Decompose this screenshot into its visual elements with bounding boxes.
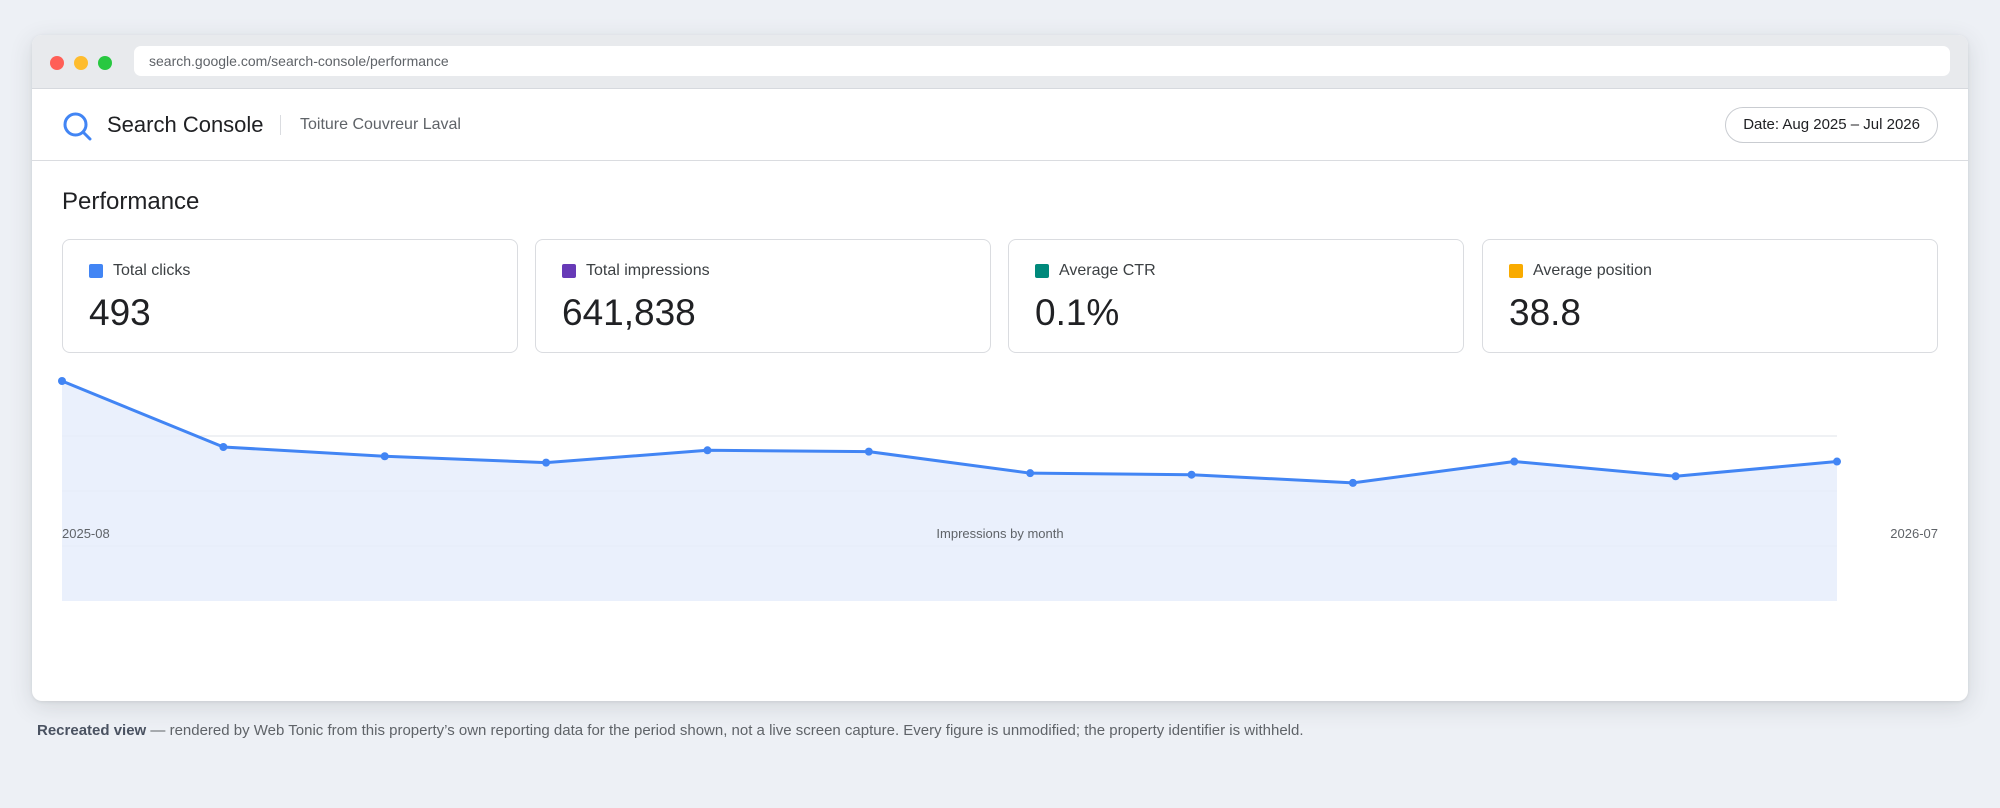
metric-label: Total clicks bbox=[113, 262, 191, 279]
metric-label: Average position bbox=[1533, 262, 1652, 279]
browser-window: search.google.com/search-console/perform… bbox=[32, 35, 1968, 701]
address-bar[interactable]: search.google.com/search-console/perform… bbox=[134, 46, 1950, 76]
app-name: Search Console bbox=[107, 112, 264, 137]
metric-value: 0.1% bbox=[1035, 292, 1120, 333]
app-header: Search Console Toiture Couvreur Laval Da… bbox=[32, 89, 1968, 161]
impressions-line bbox=[61, 379, 1838, 485]
data-point-2026-06[interactable] bbox=[1671, 472, 1680, 481]
metric-value: 38.8 bbox=[1509, 292, 1582, 333]
metric-card-average-position[interactable]: Average position 38.8 bbox=[1482, 239, 1938, 353]
maximize-window-button[interactable] bbox=[98, 56, 112, 70]
metric-color-swatch bbox=[1509, 264, 1523, 278]
metric-card-average-ctr[interactable]: Average CTR 0.1% bbox=[1008, 239, 1464, 353]
metric-color-swatch bbox=[89, 264, 103, 278]
x-axis-end-label: 2026-07 bbox=[1890, 526, 1938, 541]
metric-card-total-impressions[interactable]: Total impressions 641,838 bbox=[535, 239, 991, 353]
data-point-2026-07[interactable] bbox=[1833, 457, 1841, 466]
chart-title: Impressions by month bbox=[936, 526, 1064, 541]
close-window-button[interactable] bbox=[50, 56, 64, 70]
metric-color-swatch bbox=[1035, 264, 1049, 278]
browser-titlebar: search.google.com/search-console/perform… bbox=[32, 35, 1968, 89]
footnote: Recreated view — rendered by Web Tonic f… bbox=[37, 720, 1304, 742]
search-console-logo-icon bbox=[63, 112, 92, 141]
data-point-2026-02[interactable] bbox=[1026, 469, 1035, 478]
metric-color-swatch bbox=[562, 264, 576, 278]
footnote-bold: Recreated view bbox=[37, 722, 147, 739]
data-point-2025-10[interactable] bbox=[380, 452, 389, 461]
data-point-2026-04[interactable] bbox=[1348, 478, 1357, 487]
property-name[interactable]: Toiture Couvreur Laval bbox=[300, 116, 461, 133]
metric-label: Total impressions bbox=[586, 262, 710, 279]
data-point-2025-08[interactable] bbox=[58, 377, 66, 385]
metric-cards: Total clicks 493 Total impressions 641,8… bbox=[62, 239, 1938, 355]
data-point-2025-11[interactable] bbox=[542, 458, 551, 467]
data-point-2026-05[interactable] bbox=[1510, 457, 1519, 466]
metric-value: 641,838 bbox=[562, 292, 696, 333]
x-axis-start-label: 2025-08 bbox=[62, 526, 110, 541]
metric-value: 493 bbox=[89, 292, 151, 333]
data-point-2026-01[interactable] bbox=[864, 447, 873, 456]
date-range-button[interactable]: Date: Aug 2025 – Jul 2026 bbox=[1725, 107, 1938, 143]
impressions-area bbox=[62, 381, 1837, 601]
footnote-text: — rendered by Web Tonic from this proper… bbox=[146, 722, 1304, 739]
data-point-2025-12[interactable] bbox=[703, 446, 712, 455]
header-divider bbox=[280, 115, 281, 135]
data-point-2026-03[interactable] bbox=[1187, 470, 1196, 479]
impressions-chart bbox=[58, 371, 1940, 601]
minimize-window-button[interactable] bbox=[74, 56, 88, 70]
impressions-chart-svg bbox=[58, 377, 1841, 601]
metric-card-total-clicks[interactable]: Total clicks 493 bbox=[62, 239, 518, 353]
metric-label: Average CTR bbox=[1059, 262, 1156, 279]
data-point-2025-09[interactable] bbox=[219, 443, 228, 451]
page-title: Performance bbox=[62, 188, 200, 215]
